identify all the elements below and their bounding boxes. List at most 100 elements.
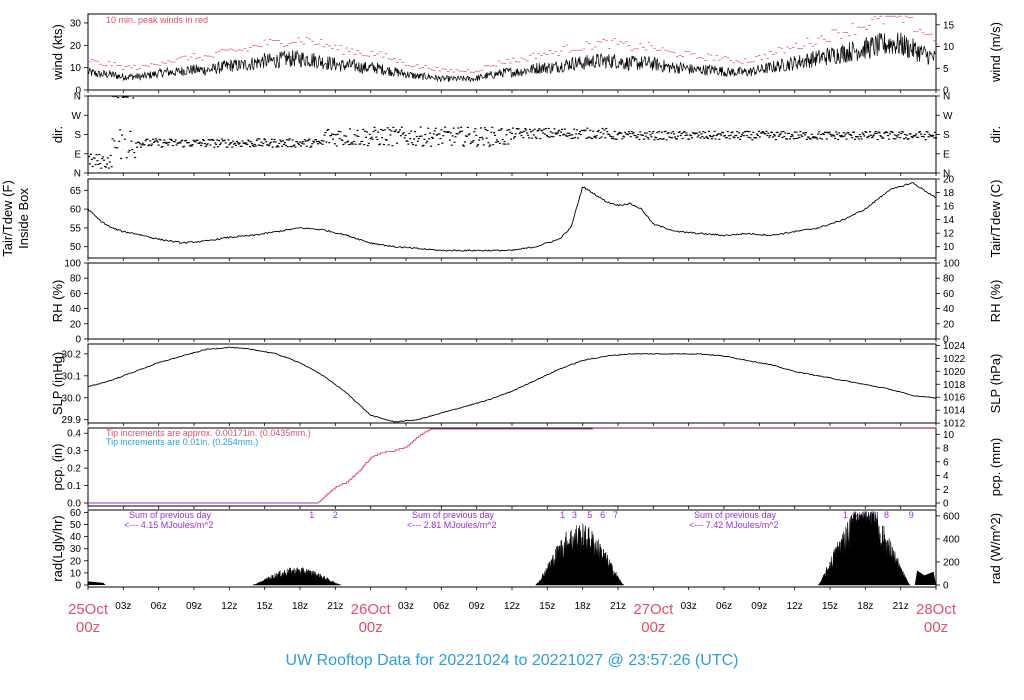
rh-right-tick-label: 60: [943, 289, 955, 300]
rad-hour-marker: 3: [572, 510, 577, 520]
rh-right-tick-label: 40: [943, 304, 955, 315]
x-hour-tick-label: 18z: [575, 601, 591, 612]
temp-panel: 50 55 60 65 10 12 14 16 18 20 Tair/Tdew (F) Inside …: [0, 175, 1003, 261]
rh-panel: 0 20 40 60 80 100 0 20 40 60 80 100 RH (%) RH (%): [50, 259, 1003, 346]
temp-right-tick-label: 20: [943, 175, 955, 186]
x-hour-tick-label: 21z: [893, 601, 909, 612]
wind-panel: 0 10 20 30 0 5 10 15 wind (kts) wind (m/s) 10 min.…: [50, 13, 1003, 97]
dir-left-axis-label: dir.: [50, 126, 65, 143]
dir-right-axis-label: dir.: [988, 126, 1003, 143]
temp-line: [87, 182, 936, 252]
rh-right-tick-label: 80: [943, 274, 955, 285]
slp-left-tick-label: 30.1: [62, 371, 82, 382]
rh-right-axis-label: RH (%): [988, 280, 1003, 323]
rh-frame: [87, 262, 937, 340]
pcp-right-tick-label: 8: [943, 444, 949, 455]
x-hour-tick-label: 03z: [115, 601, 131, 612]
temp-frame: [87, 178, 937, 259]
pcp-left-tick-label: 0.4: [67, 429, 81, 440]
pcp-left-tick-label: 0.1: [67, 481, 81, 492]
wind-left-axis-label: wind (kts): [50, 24, 65, 81]
rh-left-tick-label: 0: [75, 335, 81, 346]
x-hour-tick-label: 15z: [822, 601, 838, 612]
pcp-accumulation-line: [317, 427, 936, 504]
x-hour-tick-label: 21z: [327, 601, 343, 612]
pcp-left-tick-label: 0.0: [67, 499, 81, 510]
slp-right-tick-label: 1014: [943, 406, 966, 417]
pcp-right-tick-label: 10: [943, 430, 955, 441]
rad-left-tick-label: 30: [70, 544, 82, 555]
x-hour-tick-label: 06z: [151, 601, 167, 612]
dir-right-tick-label: N: [943, 169, 950, 180]
wind-right-axis-label: wind (m/s): [988, 22, 1003, 83]
wind-peak-series: [88, 15, 939, 73]
wind-right-tick-label: 10: [943, 42, 955, 53]
slp-right-axis-label: SLP (hPa): [988, 354, 1003, 414]
slp-left-tick-label: 30.0: [62, 393, 82, 404]
x-hour-tick-label: 03z: [398, 601, 414, 612]
rh-left-tick-label: 40: [70, 304, 82, 315]
pcp-right-tick-label: 6: [943, 457, 949, 468]
rad-sum-value: <--- 4.15 MJoules/m^2: [124, 520, 214, 530]
dir-marks: [88, 95, 938, 169]
rad-sum-label: Sum of previous day: [129, 510, 212, 520]
wind-frame: [87, 13, 937, 91]
slp-right-tick-label: 1018: [943, 380, 966, 391]
rad-right-tick-label: 400: [943, 534, 960, 545]
x-hour-tick-label: 06z: [433, 601, 449, 612]
temp-right-tick-label: 12: [943, 229, 955, 240]
x-hour-tick-label: 21z: [610, 601, 626, 612]
x-date-label: 28Oct: [916, 601, 957, 618]
x-hour-tick-label: 03z: [681, 601, 697, 612]
rad-hour-marker: 8: [884, 510, 889, 520]
rad-sum-label: Sum of previous day: [694, 510, 777, 520]
dir-left-tick-label: W: [72, 111, 82, 122]
temp-left-tick-label: 65: [70, 186, 82, 197]
dir-right-tick-label: S: [943, 130, 950, 141]
x-date-time-label: 00z: [76, 619, 100, 636]
dir-right-tick-label: E: [943, 149, 950, 160]
pcp-right-tick-label: 4: [943, 471, 949, 482]
slp-right-tick-label: 1024: [943, 341, 966, 352]
rad-day-area: [534, 523, 625, 586]
rh-left-tick-label: 20: [70, 319, 82, 330]
rad-right-tick-label: 0: [943, 581, 949, 592]
pcp-annotation-2: Tip increments are 0.01in. (0.254mm.): [106, 437, 258, 447]
dir-right-tick-label: W: [943, 111, 953, 122]
rh-right-tick-label: 0: [943, 335, 949, 346]
slp-left-tick-label: 30.2: [62, 349, 82, 360]
rad-left-tick-label: 0: [75, 581, 81, 592]
rad-right-axis-label: rad (W/m^2): [988, 513, 1003, 584]
temp-left-tick-label: 60: [70, 205, 82, 216]
rad-sum-value: <--- 7.42 MJoules/m^2: [689, 520, 779, 530]
rad-right-tick-label: 200: [943, 557, 960, 568]
dir-left-tick-label: N: [74, 169, 81, 180]
temp-left-tick-label: 50: [70, 242, 82, 253]
dir-left-tick-label: N: [74, 92, 81, 103]
rad-end-area: [914, 570, 936, 585]
rh-left-tick-label: 60: [70, 289, 82, 300]
x-hour-tick-label: 06z: [716, 601, 732, 612]
x-axis: 03z 06z 09z 12z 15z 18z 21z 03z 06z 09z 12z 15z 18z 2…: [68, 601, 957, 636]
x-hour-tick-label: 15z: [539, 601, 555, 612]
rh-left-tick-label: 80: [70, 274, 82, 285]
chart-title: UW Rooftop Data for 20221024 to 20221027…: [286, 652, 739, 669]
dir-left-tick-label: E: [74, 149, 81, 160]
rh-left-axis-label: RH (%): [50, 280, 65, 323]
rh-left-tick-label: 100: [64, 259, 81, 270]
x-hour-tick-label: 12z: [221, 601, 237, 612]
wind-left-tick-label: 10: [70, 63, 82, 74]
x-hour-tick-label: 09z: [186, 601, 202, 612]
rad-hour-marker: 1: [560, 510, 565, 520]
dir-left-tick-label: S: [74, 130, 81, 141]
pcp-right-tick-label: 2: [943, 485, 949, 496]
rad-left-tick-label: 60: [70, 508, 82, 519]
rad-hour-marker: 5: [587, 510, 592, 520]
slp-right-tick-label: 1020: [943, 367, 966, 378]
temp-right-tick-label: 16: [943, 202, 955, 213]
x-hour-tick-label: 12z: [504, 601, 520, 612]
rh-right-tick-label: 100: [943, 259, 960, 270]
rad-hour-marker: 9: [909, 510, 914, 520]
temp-left-tick-label: 55: [70, 223, 82, 234]
